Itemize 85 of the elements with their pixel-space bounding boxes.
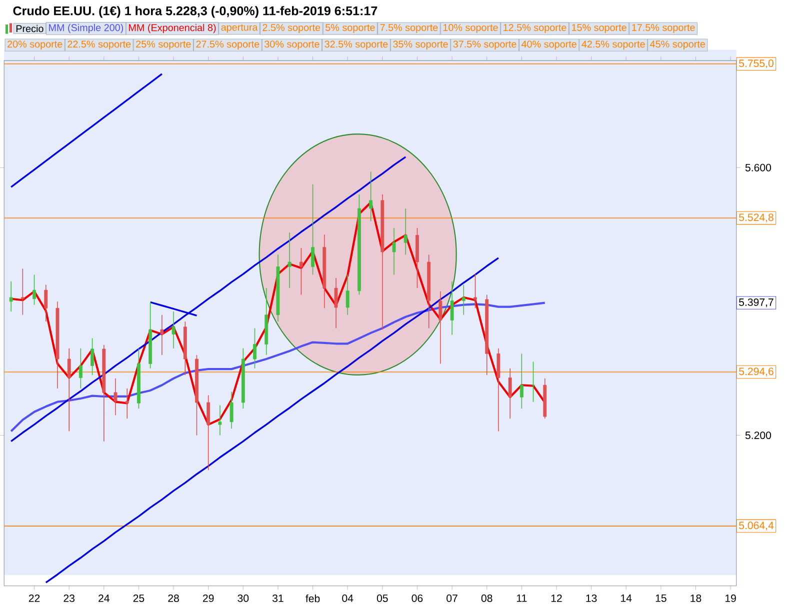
- line-series: [149, 301, 198, 317]
- x-tick-label: 23: [64, 594, 75, 602]
- candlestick: [253, 328, 256, 369]
- x-tick-label: 06: [412, 594, 423, 602]
- candlestick: [334, 278, 338, 329]
- text: 42.5% soporte: [582, 40, 645, 50]
- text: 22.5% soporte: [68, 40, 131, 50]
- candlestick: [299, 248, 303, 296]
- text: 40% soporte: [521, 40, 576, 50]
- text: MM (Simple 200): [49, 24, 124, 34]
- line-series: [10, 156, 406, 442]
- ref-line-label: 5.755,0: [739, 60, 774, 68]
- text: 37.5% soporte: [453, 40, 516, 50]
- text: 32.5% soporte: [324, 40, 388, 50]
- text: 35% soporte: [393, 40, 448, 50]
- text: 2.5% soporte: [262, 24, 320, 34]
- candlestick: [114, 378, 118, 416]
- text: 5% soporte: [326, 24, 375, 34]
- candlestick: [450, 281, 454, 336]
- candlestick: [508, 368, 512, 420]
- x-tick-label: 22: [28, 594, 40, 602]
- text: apertura: [221, 24, 258, 33]
- candlestick: [462, 284, 466, 316]
- text: 27.5% soporte: [196, 40, 260, 50]
- candlestick: [218, 404, 222, 436]
- x-tick-label: feb: [306, 594, 320, 602]
- x-tick-label: 30: [238, 594, 249, 602]
- text: 7.5% soporte: [380, 24, 438, 34]
- candlestick: [160, 314, 164, 356]
- candlestick: [288, 232, 292, 289]
- candlestick: [438, 291, 442, 364]
- x-tick-label: 31: [272, 594, 284, 602]
- candlestick: [172, 311, 176, 349]
- candlestick: [311, 184, 314, 276]
- x-tick-label: 28: [168, 594, 179, 602]
- candlestick: [44, 284, 48, 322]
- y-tick-label: 5.200: [745, 432, 772, 440]
- candlestick: [206, 394, 210, 471]
- text: 25% soporte: [136, 40, 191, 50]
- x-tick-label: 07: [446, 594, 458, 602]
- chart-title: Crudo EE.UU. (1€) 1 hora 5.228,3 (-0,90%) 11-feb-2019 6:51:17: [13, 6, 378, 18]
- annotation: 5.397,7: [739, 298, 774, 308]
- x-tick-label: 24: [98, 594, 110, 602]
- x-tick-label: 12: [551, 594, 562, 602]
- candlestick: [67, 348, 71, 432]
- x-tick-label: 18: [690, 594, 702, 602]
- x-tick-label: 29: [203, 594, 214, 602]
- x-tick-label: 14: [621, 594, 632, 602]
- ref-line-label: 5.294,6: [739, 368, 774, 377]
- x-tick-label: 05: [376, 594, 388, 602]
- x-tick-label: 11: [516, 594, 527, 602]
- text: 12.5% soporte: [504, 24, 566, 34]
- x-tick-label: 19: [725, 594, 736, 602]
- legend-label: Precio: [16, 25, 44, 32]
- candlestick: [369, 171, 373, 222]
- candlestick: [90, 338, 94, 376]
- ref-line-label: 5.524,8: [739, 214, 774, 222]
- x-tick-label: 04: [342, 594, 354, 602]
- x-tick-label: 08: [481, 594, 492, 602]
- x-tick-label: 25: [133, 594, 144, 602]
- candlestick: [20, 268, 24, 316]
- text: 17.5% soporte: [632, 24, 695, 34]
- line-series: [45, 257, 500, 584]
- text: 30% soporte: [264, 40, 320, 50]
- ref-line-label: 5.064,4: [739, 522, 774, 531]
- y-tick-label: 5.600: [745, 164, 772, 172]
- candlestick: [78, 348, 82, 390]
- candlestick: [32, 274, 36, 306]
- candlestick: [392, 228, 396, 276]
- candlestick: [520, 353, 524, 410]
- candlestick: [125, 388, 129, 420]
- candlestick: [9, 281, 13, 312]
- text: 20% soporte: [8, 40, 62, 50]
- text: 15% soporte: [572, 24, 626, 34]
- line-series: [10, 202, 546, 426]
- x-tick-label: 15: [656, 594, 666, 602]
- candlestick: [230, 392, 234, 430]
- candlestick: [404, 208, 408, 256]
- line-series: [10, 73, 163, 188]
- candlestick: [474, 274, 477, 309]
- candlestick: [346, 274, 350, 316]
- text: 10% soporte: [443, 24, 498, 34]
- text: MM (Exponencial 8): [128, 24, 216, 34]
- x-tick-label: 13: [586, 594, 597, 602]
- text: 45% soporte: [650, 40, 706, 50]
